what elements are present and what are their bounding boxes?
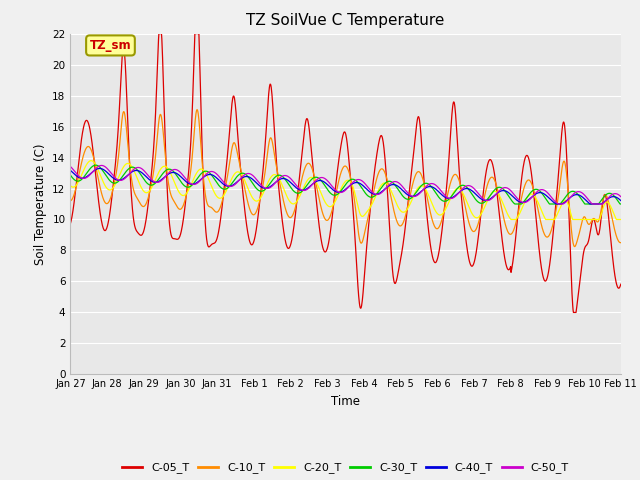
Title: TZ SoilVue C Temperature: TZ SoilVue C Temperature bbox=[246, 13, 445, 28]
X-axis label: Time: Time bbox=[331, 395, 360, 408]
Y-axis label: Soil Temperature (C): Soil Temperature (C) bbox=[34, 143, 47, 265]
Legend: C-05_T, C-10_T, C-20_T, C-30_T, C-40_T, C-50_T: C-05_T, C-10_T, C-20_T, C-30_T, C-40_T, … bbox=[118, 458, 573, 478]
Text: TZ_sm: TZ_sm bbox=[90, 39, 131, 52]
